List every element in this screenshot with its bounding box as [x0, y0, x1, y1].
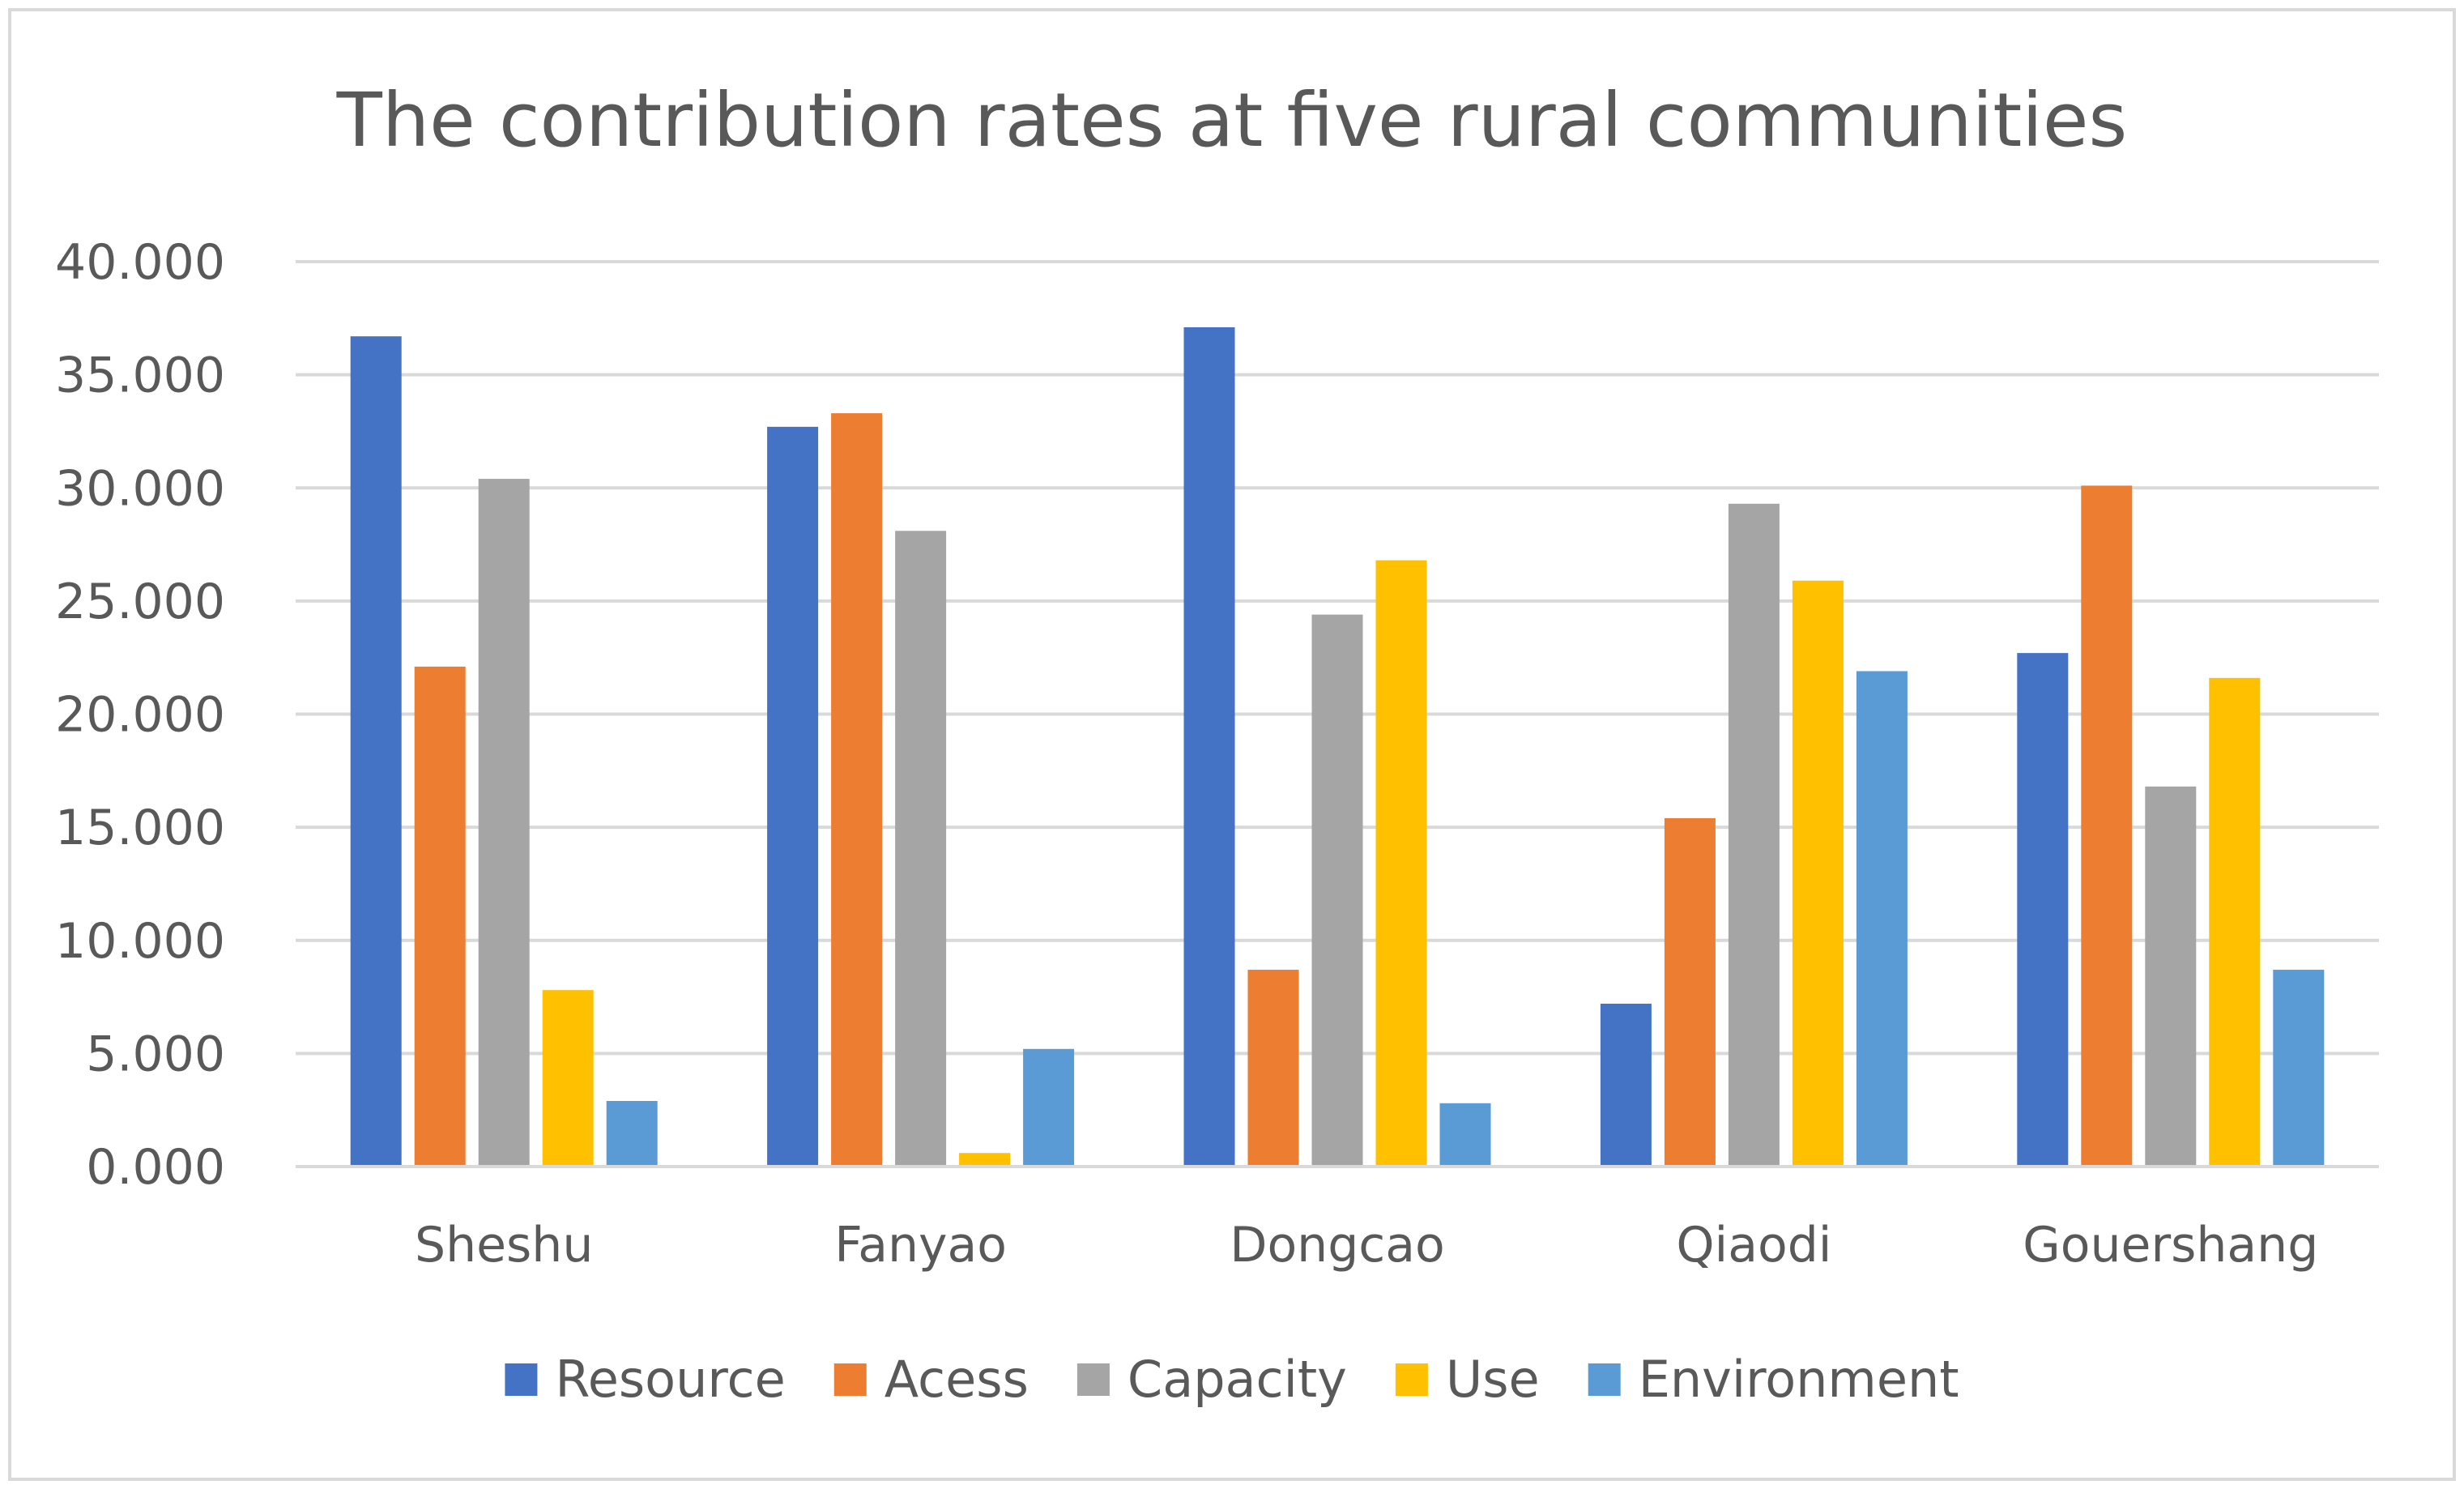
bar-environment-dongcao: [1439, 1103, 1491, 1167]
bar-acess-gouershang: [2081, 485, 2133, 1167]
legend-item-environment: Environment: [1588, 1350, 1959, 1409]
bar-capacity-dongcao: [1311, 614, 1363, 1167]
legend-item-acess: Acess: [833, 1350, 1029, 1409]
bar-acess-fanyao: [831, 413, 883, 1167]
bar-resource-dongcao: [1183, 326, 1235, 1167]
y-tick-label: 10.000: [55, 913, 225, 970]
y-tick-label: 5.000: [86, 1026, 225, 1082]
legend-swatch: [1076, 1363, 1110, 1396]
bar-use-dongcao: [1375, 560, 1427, 1167]
y-tick-label: 40.000: [55, 234, 225, 291]
legend-label: Capacity: [1128, 1350, 1347, 1409]
bar-resource-qiaodi: [1600, 1003, 1652, 1167]
bars: [350, 326, 2325, 1167]
bar-environment-qiaodi: [1856, 671, 1908, 1167]
x-tick-label: Sheshu: [415, 1217, 593, 1274]
bar-capacity-sheshu: [478, 479, 530, 1167]
legend-item-use: Use: [1395, 1350, 1540, 1409]
legend-swatch: [1395, 1363, 1428, 1396]
bar-environment-gouershang: [2273, 970, 2325, 1167]
y-tick-label: 20.000: [55, 687, 225, 744]
y-tick-label: 15.000: [55, 800, 225, 856]
y-tick-label: 35.000: [55, 348, 225, 404]
legend-label: Use: [1446, 1350, 1540, 1409]
y-tick-label: 0.000: [86, 1139, 225, 1196]
chart-title: The contribution rates at five rural com…: [336, 77, 2128, 164]
x-tick-label: Qiaodi: [1676, 1217, 1831, 1274]
legend-item-resource: Resource: [505, 1350, 786, 1409]
x-tick-label: Gouershang: [2023, 1217, 2318, 1274]
bar-capacity-gouershang: [2145, 786, 2197, 1167]
x-tick-label: Dongcao: [1230, 1217, 1445, 1274]
legend-swatch: [505, 1363, 538, 1396]
legend-label: Resource: [555, 1350, 785, 1409]
legend-label: Acess: [885, 1350, 1029, 1409]
bar-use-sheshu: [542, 990, 594, 1167]
bar-resource-fanyao: [767, 426, 819, 1167]
bar-resource-gouershang: [2017, 653, 2069, 1167]
x-axis-labels: Sheshu Fanyao Dongcao Qiaodi Gouershang: [415, 1217, 2318, 1274]
x-tick-label: Fanyao: [834, 1217, 1007, 1274]
legend-swatch: [833, 1363, 867, 1396]
y-tick-label: 30.000: [55, 460, 225, 517]
bar-acess-sheshu: [414, 666, 466, 1167]
bar-use-qiaodi: [1792, 580, 1844, 1167]
bar-resource-sheshu: [350, 336, 402, 1167]
bar-environment-sheshu: [606, 1101, 658, 1167]
legend-item-capacity: Capacity: [1076, 1350, 1347, 1409]
legend-label: Environment: [1639, 1350, 1959, 1409]
bar-use-gouershang: [2209, 677, 2261, 1167]
legend-swatch: [1588, 1363, 1621, 1396]
bar-acess-qiaodi: [1664, 817, 1716, 1167]
bar-capacity-fanyao: [895, 531, 947, 1167]
bar-capacity-qiaodi: [1728, 503, 1780, 1167]
bar-use-fanyao: [959, 1153, 1011, 1167]
y-tick-label: 25.000: [55, 574, 225, 630]
y-axis-ticks: 0.000 5.000 10.000 15.000 20.000 25.000 30.000…: [55, 234, 225, 1196]
bar-acess-dongcao: [1247, 970, 1299, 1167]
bar-environment-fanyao: [1023, 1048, 1075, 1167]
legend: Resource Acess Capacity Use Environment: [505, 1350, 1959, 1409]
